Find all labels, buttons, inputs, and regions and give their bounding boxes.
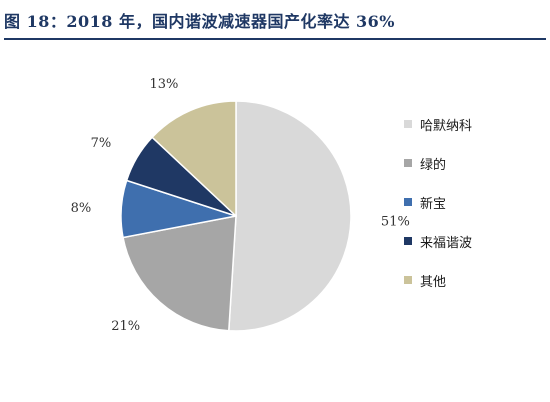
legend-item-hamonaco: 哈默纳科 [404, 116, 544, 134]
legend-label: 其他 [420, 274, 447, 290]
pie-slice [227, 100, 352, 332]
slice-value-label: 21% [111, 319, 140, 334]
slice-value-label: 8% [71, 201, 92, 216]
chart-title: 图 18：2018 年，国内谐波减速器国产化率达 36% [4, 12, 395, 31]
legend-item-other: 其他 [404, 272, 544, 290]
legend-label: 哈默纳科 [420, 118, 473, 134]
legend-label: 绿的 [420, 157, 447, 173]
pie-slice [122, 215, 237, 332]
chart-area: 51% 21% 8% 7% 13% 哈默纳科 绿的 新宝 来福谐波 其他 [0, 44, 550, 396]
legend-item-laifu: 来福谐波 [404, 233, 544, 251]
pie-slice [151, 100, 237, 218]
legend-swatch [404, 159, 412, 167]
legend-swatch [404, 276, 412, 284]
pie-chart: 51% 21% 8% 7% 13% [71, 77, 410, 334]
slice-value-label: 7% [91, 136, 112, 151]
legend-swatch [404, 120, 412, 128]
legend-item-lvdi: 绿的 [404, 155, 544, 173]
title-divider [4, 38, 546, 40]
legend-swatch [404, 198, 412, 206]
legend-item-xinbao: 新宝 [404, 194, 544, 212]
slice-value-label: 13% [150, 77, 179, 92]
legend-swatch [404, 237, 412, 245]
slice-value-label: 51% [381, 215, 410, 230]
legend-label: 新宝 [420, 196, 447, 212]
legend: 哈默纳科 绿的 新宝 来福谐波 其他 [404, 116, 544, 311]
legend-label: 来福谐波 [420, 235, 473, 251]
